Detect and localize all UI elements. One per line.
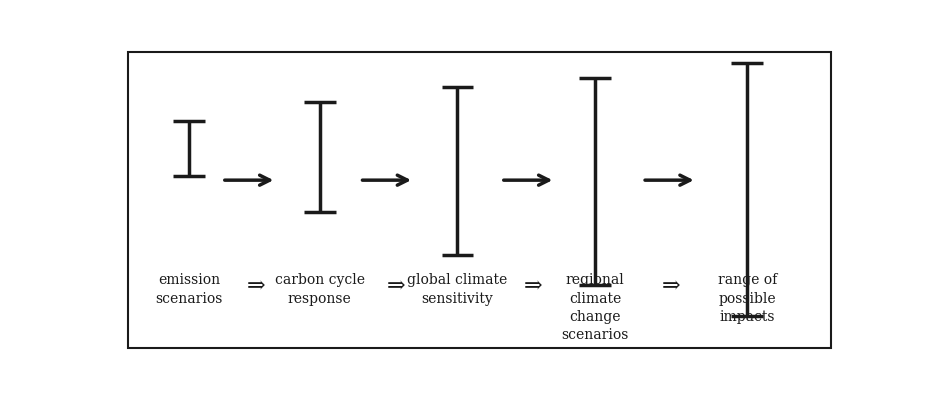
Text: global climate
sensitivity: global climate sensitivity — [408, 273, 508, 306]
Text: regional
climate
change
scenarios: regional climate change scenarios — [561, 273, 629, 343]
Text: ⇒: ⇒ — [662, 276, 681, 298]
Text: range of
possible
impacts: range of possible impacts — [718, 273, 777, 324]
Text: ⇒: ⇒ — [525, 276, 543, 298]
Text: ⇒: ⇒ — [386, 276, 405, 298]
Text: emission
scenarios: emission scenarios — [155, 273, 223, 306]
Text: carbon cycle
response: carbon cycle response — [275, 273, 365, 306]
Text: ⇒: ⇒ — [247, 276, 266, 298]
